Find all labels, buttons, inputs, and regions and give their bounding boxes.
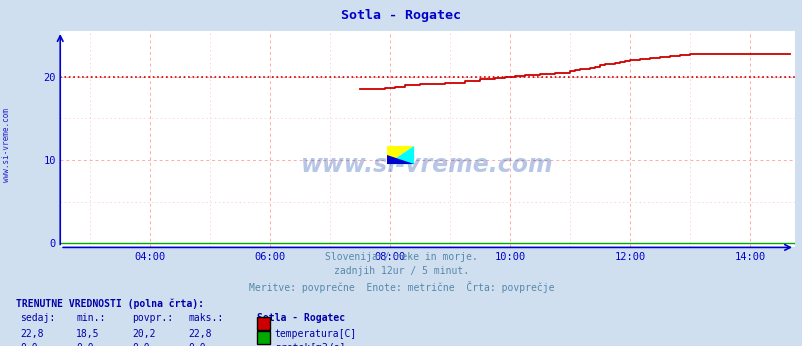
Text: www.si-vreme.com: www.si-vreme.com bbox=[301, 153, 553, 177]
Text: 22,8: 22,8 bbox=[20, 329, 43, 339]
Polygon shape bbox=[387, 146, 414, 164]
Text: www.si-vreme.com: www.si-vreme.com bbox=[2, 108, 11, 182]
Text: sedaj:: sedaj: bbox=[20, 313, 55, 323]
Text: 0,0: 0,0 bbox=[188, 343, 206, 346]
Text: 0,0: 0,0 bbox=[132, 343, 150, 346]
Text: maks.:: maks.: bbox=[188, 313, 224, 323]
Text: povpr.:: povpr.: bbox=[132, 313, 173, 323]
Text: pretok[m3/s]: pretok[m3/s] bbox=[274, 343, 345, 346]
Polygon shape bbox=[387, 146, 414, 164]
Text: Sotla - Rogatec: Sotla - Rogatec bbox=[341, 9, 461, 22]
Text: temperatura[C]: temperatura[C] bbox=[274, 329, 356, 339]
Text: 18,5: 18,5 bbox=[76, 329, 99, 339]
Text: Meritve: povprečne  Enote: metrične  Črta: povprečje: Meritve: povprečne Enote: metrične Črta:… bbox=[249, 281, 553, 293]
Text: Slovenija / reke in morje.: Slovenija / reke in morje. bbox=[325, 252, 477, 262]
Text: 22,8: 22,8 bbox=[188, 329, 212, 339]
Text: 20,2: 20,2 bbox=[132, 329, 156, 339]
Text: 0,0: 0,0 bbox=[76, 343, 94, 346]
Text: 0,0: 0,0 bbox=[20, 343, 38, 346]
Text: Sotla - Rogatec: Sotla - Rogatec bbox=[257, 313, 345, 323]
Text: zadnjih 12ur / 5 minut.: zadnjih 12ur / 5 minut. bbox=[334, 266, 468, 276]
Text: min.:: min.: bbox=[76, 313, 106, 323]
Text: TRENUTNE VREDNOSTI (polna črta):: TRENUTNE VREDNOSTI (polna črta): bbox=[16, 298, 204, 309]
Polygon shape bbox=[387, 155, 414, 164]
